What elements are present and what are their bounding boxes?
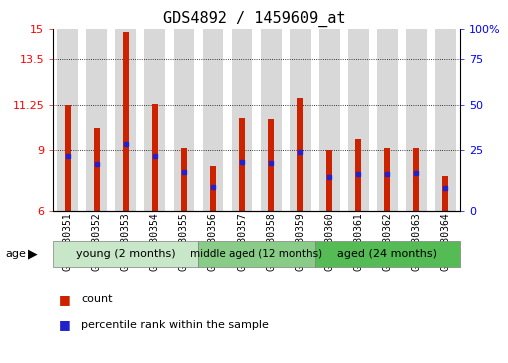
Bar (355, 139, 361, 211)
Text: middle aged (12 months): middle aged (12 months) (190, 249, 323, 259)
Text: young (2 months): young (2 months) (76, 249, 176, 259)
Bar (314, 241, 460, 267)
Bar (377, 29, 398, 211)
Bar (53, 241, 199, 267)
Bar (210, 166, 216, 211)
Bar (268, 119, 274, 211)
Bar (57, 29, 78, 211)
Bar (261, 29, 281, 211)
Bar (326, 150, 332, 211)
Bar (297, 98, 303, 211)
Text: ■: ■ (58, 293, 70, 306)
Text: ▶: ▶ (28, 248, 38, 261)
Text: age: age (5, 249, 26, 259)
Bar (144, 29, 166, 211)
Bar (239, 118, 245, 211)
Bar (174, 29, 195, 211)
Bar (65, 105, 71, 211)
Bar (94, 128, 100, 211)
Bar (347, 29, 369, 211)
Bar (232, 29, 252, 211)
Bar (203, 29, 224, 211)
Bar (115, 29, 136, 211)
Bar (414, 148, 419, 211)
Bar (123, 32, 129, 211)
Bar (152, 104, 158, 211)
Text: ■: ■ (58, 318, 70, 331)
Text: GDS4892 / 1459609_at: GDS4892 / 1459609_at (163, 11, 345, 27)
Bar (199, 241, 314, 267)
Bar (442, 176, 448, 211)
Bar (435, 29, 456, 211)
Text: aged (24 months): aged (24 months) (337, 249, 437, 259)
Bar (319, 29, 339, 211)
Bar (290, 29, 310, 211)
Bar (384, 148, 390, 211)
Text: count: count (81, 294, 113, 305)
Bar (181, 148, 187, 211)
Bar (86, 29, 107, 211)
Text: percentile rank within the sample: percentile rank within the sample (81, 320, 269, 330)
Bar (406, 29, 427, 211)
